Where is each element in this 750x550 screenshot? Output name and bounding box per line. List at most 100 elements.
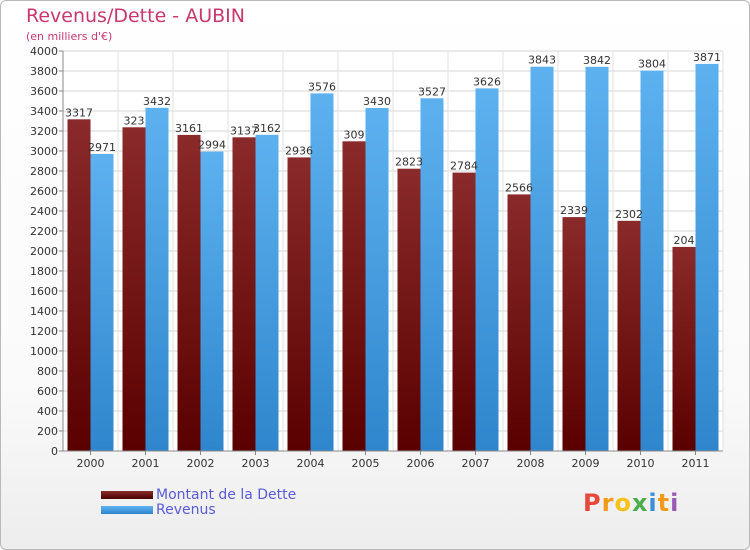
bar-revenue	[420, 98, 444, 452]
data-label-debt: 309	[344, 128, 365, 141]
bar-revenue	[145, 107, 169, 452]
y-tick-label: 200	[37, 425, 58, 438]
y-tick-label: 3000	[30, 145, 58, 158]
bar-revenue	[200, 151, 224, 451]
x-tick-label: 2000	[77, 457, 105, 470]
data-label-debt: 3317	[65, 106, 93, 119]
y-tick-label: 1800	[30, 265, 58, 278]
y-tick-label: 1400	[30, 305, 58, 318]
logo-letter: t	[657, 489, 671, 517]
y-tick-label: 0	[51, 445, 58, 458]
data-label-revenue: 3576	[308, 80, 336, 93]
x-tick-label: 2005	[352, 457, 380, 470]
y-tick-label: 2600	[30, 185, 58, 198]
logo-letter: o	[614, 489, 632, 517]
bar-debt	[67, 119, 91, 452]
bar-revenue	[310, 93, 334, 452]
data-label-debt: 2823	[395, 156, 423, 169]
y-tick-label: 2400	[30, 205, 58, 218]
data-label-debt: 204	[674, 234, 695, 247]
data-label-revenue: 2994	[198, 139, 226, 152]
legend-swatch-revenue	[101, 506, 153, 514]
data-label-debt: 2339	[560, 204, 588, 217]
bar-revenue	[530, 66, 554, 451]
data-label-revenue: 3843	[528, 54, 556, 67]
data-label-revenue: 3804	[638, 58, 666, 71]
bar-debt	[397, 168, 421, 451]
y-tick-label: 1000	[30, 345, 58, 358]
bar-revenue	[475, 88, 499, 452]
legend-swatch-debt	[101, 491, 153, 499]
data-label-revenue: 3430	[363, 95, 391, 108]
bar-debt	[122, 127, 146, 452]
data-label-revenue: 3162	[253, 122, 281, 135]
axes: 0 200 400 600 800 1000 1200 1400 1600 1800 2000 220…	[30, 45, 723, 470]
bar-revenue	[365, 108, 389, 451]
x-tick-label: 2006	[407, 457, 435, 470]
bar-revenue	[255, 134, 279, 452]
x-tick-label: 2001	[132, 457, 160, 470]
x-tick-label: 2011	[682, 457, 710, 470]
data-label-revenue: 3432	[143, 95, 171, 108]
chart-title: Revenus/Dette - AUBIN	[26, 5, 245, 27]
bar-revenue	[640, 70, 664, 451]
data-label-revenue: 3871	[693, 51, 721, 64]
bar-debt	[232, 137, 256, 452]
data-label-debt: 3161	[175, 122, 203, 135]
y-tick-label: 1200	[30, 325, 58, 338]
data-label-revenue: 3527	[418, 85, 446, 98]
x-tick-label: 2008	[517, 457, 545, 470]
bar-debt	[617, 220, 641, 451]
x-tick-label: 2003	[242, 457, 270, 470]
bar-debt	[177, 134, 201, 451]
bar-debt	[452, 172, 476, 451]
y-tick-label: 3600	[30, 85, 58, 98]
x-tick-label: 2007	[462, 457, 490, 470]
y-tick-label: 800	[37, 365, 58, 378]
x-tick-label: 2009	[572, 457, 600, 470]
y-tick-label: 2200	[30, 225, 58, 238]
x-tick-label: 2002	[187, 457, 215, 470]
bars	[67, 63, 719, 452]
chart-subtitle: (en milliers d'€)	[26, 30, 113, 43]
y-tick-label: 2800	[30, 165, 58, 178]
x-tick-label: 2004	[297, 457, 325, 470]
data-label-debt: 2784	[450, 160, 478, 173]
logo-letter: P	[583, 489, 602, 517]
data-label-debt: 2302	[615, 208, 643, 221]
y-tick-label: 3400	[30, 105, 58, 118]
bar-debt	[562, 217, 586, 451]
logo-letter: i	[648, 489, 658, 517]
bar-debt	[672, 246, 696, 451]
bar-revenue	[585, 66, 609, 452]
legend-label-debt: Montant de la Dette	[156, 487, 297, 503]
y-tick-label: 3200	[30, 125, 58, 138]
bar-revenue	[90, 153, 114, 451]
x-tick-label: 2010	[627, 457, 655, 470]
y-tick-label: 1600	[30, 285, 58, 298]
y-tick-label: 4000	[30, 45, 58, 58]
data-label-revenue: 3626	[473, 75, 501, 88]
data-label-debt: 2936	[285, 144, 313, 157]
data-label-revenue: 2971	[88, 141, 116, 154]
bar-debt	[342, 141, 366, 452]
y-tick-label: 600	[37, 385, 58, 398]
logo-letter: x	[631, 489, 649, 517]
grid	[62, 50, 724, 452]
data-label-debt: 3137	[230, 124, 258, 137]
legend-label-revenue: Revenus	[156, 502, 216, 518]
data-label-debt: 323	[124, 114, 145, 127]
data-label-revenue: 3842	[583, 54, 611, 67]
bar-revenue	[695, 63, 719, 452]
y-tick-label: 3800	[30, 65, 58, 78]
proxiti-logo: Proxiti	[583, 489, 679, 517]
y-tick-label: 400	[37, 405, 58, 418]
y-tick-label: 2000	[30, 245, 58, 258]
logo-letter: i	[670, 489, 680, 517]
data-label-debt: 2566	[505, 181, 533, 194]
bar-debt	[507, 194, 531, 451]
bar-debt	[287, 157, 311, 451]
